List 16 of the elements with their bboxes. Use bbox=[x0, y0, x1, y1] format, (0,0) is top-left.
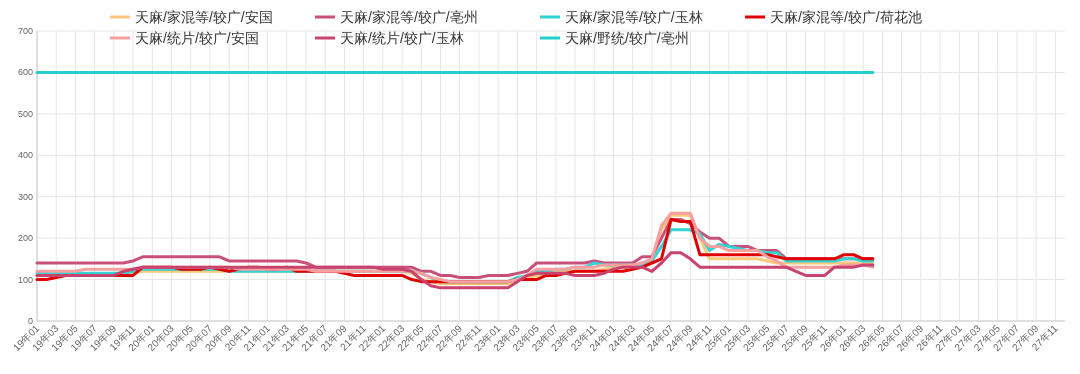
y-tick-label: 700 bbox=[17, 26, 33, 36]
y-tick-label: 500 bbox=[17, 108, 33, 119]
line-series bbox=[35, 251, 875, 290]
y-tick-label: 300 bbox=[17, 191, 33, 202]
y-tick-label: 400 bbox=[17, 150, 33, 161]
legend-label: 天麻/统片/较广/玉林 bbox=[340, 30, 464, 46]
y-tick-label: 200 bbox=[17, 233, 33, 244]
y-tick-label: 600 bbox=[17, 67, 33, 78]
legend-label: 天麻/野统/较广/亳州 bbox=[565, 30, 689, 46]
legend-label: 天麻/家混等/较广/玉林 bbox=[565, 9, 703, 25]
legend-label: 天麻/家混等/较广/荷花池 bbox=[770, 9, 922, 25]
y-tick-label: 0 bbox=[27, 316, 33, 326]
legend-label: 天麻/家混等/较广/亳州 bbox=[340, 9, 478, 25]
y-tick-label: 100 bbox=[17, 274, 33, 285]
legend-label: 天麻/家混等/较广/安国 bbox=[135, 9, 273, 25]
legend-label: 天麻/统片/较广/安国 bbox=[135, 30, 259, 46]
